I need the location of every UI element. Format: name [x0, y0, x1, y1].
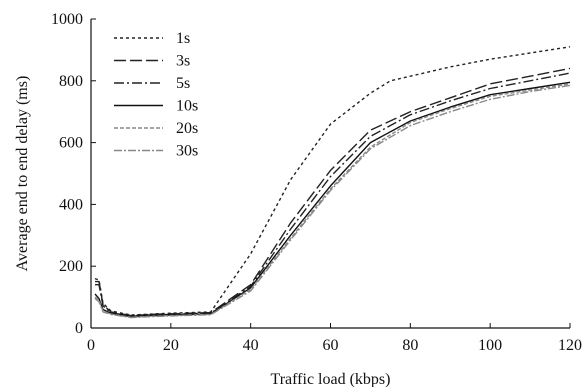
x-tick-label: 0 — [87, 337, 95, 354]
x-tick-label: 60 — [323, 337, 339, 354]
series-line-5s — [95, 72, 571, 317]
legend-label-10s: 10s — [176, 98, 198, 115]
legend-label-20s: 20s — [176, 120, 198, 137]
y-tick-label: 200 — [59, 258, 83, 275]
legend-label-3s: 3s — [176, 53, 190, 70]
y-tick-label: 600 — [59, 135, 83, 152]
y-tick-label: 0 — [75, 320, 83, 337]
x-tick-label: 40 — [243, 337, 259, 354]
axes: 0 20 40 60 80 100 120 0 200 400 600 800 1000 — [51, 11, 582, 354]
legend-label-5s: 5s — [176, 75, 190, 92]
legend-label-30s: 30s — [176, 143, 198, 160]
x-tick-label: 80 — [402, 337, 418, 354]
x-tick-label: 100 — [478, 337, 502, 354]
x-tick-label: 20 — [163, 337, 179, 354]
legend: 1s 3s 5s 10s 20s 30s — [114, 30, 198, 160]
x-tick-label: 120 — [558, 337, 582, 354]
series-line-20s — [94, 83, 571, 318]
y-tick-label: 400 — [59, 196, 83, 213]
series-line-10s — [94, 81, 571, 318]
legend-label-1s: 1s — [176, 30, 190, 47]
series-line-3s — [95, 67, 571, 317]
y-tick-label: 800 — [59, 73, 83, 90]
series-lines — [94, 46, 571, 319]
x-axis-title: Traffic load (kbps) — [271, 371, 391, 387]
series-line-1s — [94, 46, 571, 316]
series-line-30s — [94, 84, 571, 319]
y-tick-label: 1000 — [51, 11, 83, 28]
y-axis-title: Average end to end delay (ms) — [14, 76, 31, 272]
